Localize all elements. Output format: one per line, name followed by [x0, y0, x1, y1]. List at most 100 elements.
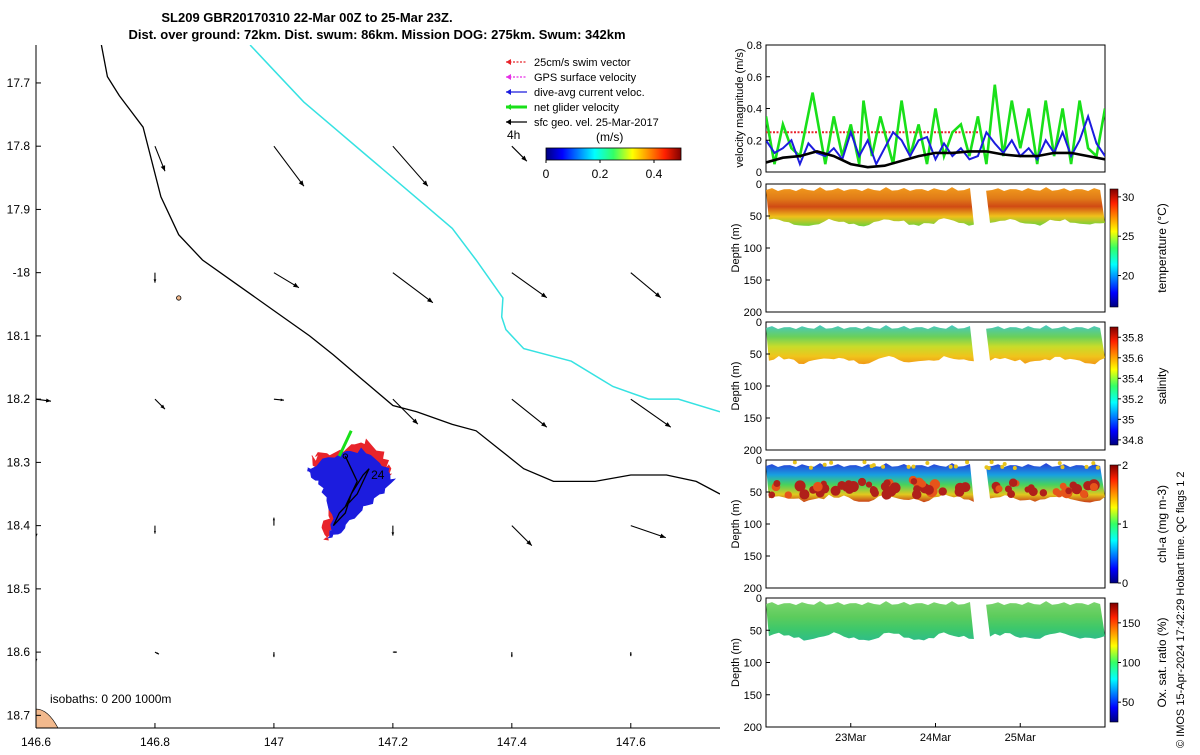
oxygen-data-region	[986, 601, 1105, 639]
chla-surface-dot	[925, 461, 930, 466]
salinity-data-region	[766, 325, 974, 365]
temperature-y-axis-label: Depth (m)	[730, 224, 742, 273]
chla-maximum-blob	[773, 479, 781, 488]
current-arrow	[272, 652, 275, 658]
chla-maximum-blob	[910, 478, 918, 485]
map-x-tick-label: 147.6	[616, 735, 646, 749]
velocity-series-line	[766, 113, 1105, 167]
legend-arrowhead	[506, 74, 511, 80]
chla-maximum-blob	[830, 485, 841, 496]
title-line-1: SL209 GBR20170310 22-Mar 00Z to 25-Mar 2…	[161, 10, 452, 25]
velocity-series-line	[766, 84, 1105, 165]
salinity-colorbar-tick-label: 34.8	[1122, 435, 1143, 447]
chla-maximum-blob	[799, 489, 810, 500]
chla-colorbar-tick-label: 1	[1122, 519, 1128, 531]
map-y-tick-label: 18.4	[7, 519, 31, 533]
oxygen-y-tick-label: 200	[744, 722, 762, 734]
chla-y-axis-label: Depth (m)	[730, 500, 742, 549]
current-arrow	[630, 525, 666, 539]
map-y-tick-label: 18.2	[7, 392, 31, 406]
time-x-tick-label: 25Mar	[1005, 732, 1037, 744]
current-arrow	[273, 145, 305, 187]
temperature-y-tick-label: 100	[744, 243, 762, 255]
map-legend: 25cm/s swim vector GPS surface velocity di…	[506, 57, 659, 129]
salinity-colorbar-tick-label: 35.2	[1122, 394, 1143, 406]
current-arrow	[153, 272, 157, 283]
map-x-tick-label: 146.6	[21, 735, 51, 749]
chla-surface-dot	[989, 460, 994, 465]
salinity-colorbar-tick-label: 35.6	[1122, 353, 1143, 365]
oxygen-y-axis-label: Depth (m)	[730, 638, 742, 687]
current-arrow	[392, 145, 429, 187]
chla-maximum-blob	[842, 484, 850, 492]
chla-maximum-blob	[1071, 483, 1083, 495]
current-arrow	[392, 651, 397, 654]
waypoint-marker	[176, 295, 182, 301]
oxygen-y-tick-label: 0	[756, 593, 762, 605]
chla-maximum-blob	[913, 485, 921, 493]
legend-arrowhead	[506, 104, 511, 110]
chla-maximum-blob	[1079, 489, 1088, 499]
temperature-colorbar-label: temperature (°C)	[1155, 203, 1169, 293]
chla-surface-dot	[906, 464, 911, 469]
map-y-tick-label: 18.7	[7, 708, 31, 722]
temperature-colorbar	[1109, 188, 1119, 308]
chla-colorbar-tick-label: 0	[1122, 578, 1128, 590]
chla-surface-dot	[1091, 461, 1096, 466]
salinity-y-tick-label: 200	[744, 445, 762, 457]
temperature-data-region	[986, 187, 1105, 226]
chla-surface-dot	[822, 462, 827, 467]
chla-surface-dot	[1060, 465, 1065, 470]
current-arrow	[273, 272, 300, 289]
chla-maximum-blob	[1008, 478, 1018, 487]
colorbar-tick-label: 0	[543, 167, 550, 181]
legend-entry: GPS surface velocity	[506, 72, 637, 84]
isobath-200m-line	[249, 45, 720, 413]
temperature-y-tick-label: 200	[744, 307, 762, 319]
current-arrow	[511, 272, 548, 299]
velocity-y-tick-label: 0.4	[747, 104, 762, 116]
current-arrow	[391, 525, 395, 536]
chla-y-tick-label: 200	[744, 583, 762, 595]
legend-entry: net glider velocity	[506, 102, 619, 114]
oxygen-colorbar-tick-label: 150	[1122, 618, 1140, 630]
current-arrow	[154, 145, 166, 172]
chla-colorbar-label: chl-a (mg m-3)	[1155, 485, 1169, 563]
velocity-y-tick-label: 0.8	[747, 40, 762, 52]
salinity-y-tick-label: 0	[756, 317, 762, 329]
chla-surface-dot	[948, 464, 953, 469]
current-arrow	[511, 145, 528, 162]
oxygen-section-panel: 0 50 100 150 200 Depth (m) 50 100 150 Ox. sat. ra…	[730, 593, 1169, 744]
temperature-colorbar-tick-label: 30	[1122, 192, 1134, 204]
credit-text: © IMOS 15-Apr-2024 17:42:29 Hobart time.…	[1175, 471, 1187, 748]
salinity-colorbar	[1109, 326, 1119, 446]
isobath-label: isobaths: 0 200 1000m	[50, 692, 171, 706]
chla-maximum-blob	[881, 489, 892, 500]
legend-label: sfc geo. vel. 25-Mar-2017	[534, 117, 659, 129]
velocity-plot-area	[766, 84, 1105, 169]
colorbar-duration-label: 4h	[507, 128, 520, 142]
current-arrow	[272, 517, 275, 526]
current-arrow	[273, 398, 284, 402]
current-arrow	[629, 652, 632, 657]
chla-y-tick-label: 50	[750, 487, 762, 499]
current-arrow	[511, 525, 533, 547]
legend-label: dive-avg current veloc.	[534, 87, 645, 99]
current-arrow	[630, 398, 672, 428]
map-y-tick-label: 18.6	[7, 645, 31, 659]
velocity-y-tick-label: 0.6	[747, 72, 762, 84]
salinity-colorbar-tick-label: 35.8	[1122, 332, 1143, 344]
map-x-tick-label: 146.8	[140, 735, 170, 749]
chla-surface-dot	[792, 460, 797, 465]
oxygen-colorbar	[1109, 602, 1119, 723]
chla-maximum-blob	[857, 477, 867, 487]
chla-maximum-blob	[1065, 487, 1072, 495]
legend-label: 25cm/s swim vector	[534, 57, 631, 69]
temperature-data-region	[766, 187, 974, 227]
velocity-y-tick-label: 0.2	[747, 135, 762, 147]
chla-surface-dot	[986, 465, 991, 470]
chla-maximum-blob	[813, 481, 823, 492]
chla-maximum-blob	[889, 482, 901, 494]
colorbar-tick-label: 0.2	[592, 167, 609, 181]
